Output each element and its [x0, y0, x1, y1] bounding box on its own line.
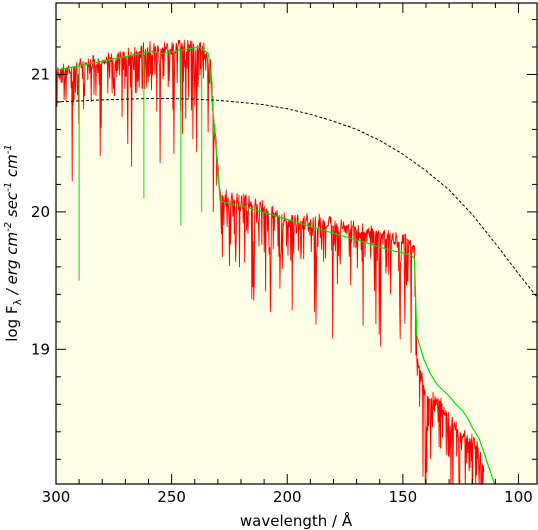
y-title-sub: λ — [11, 299, 24, 306]
y-title-sup3: -1 — [3, 144, 14, 154]
y-title-mid3: cm — [3, 154, 21, 182]
y-title-mid2: sec — [3, 191, 21, 222]
x-axis-title: wavelength / Å — [240, 511, 353, 530]
series-line-blackbody-dashed — [56, 98, 537, 298]
series-layer — [56, 39, 537, 484]
x-tick-label: 200 — [273, 488, 302, 506]
series-line-green-spectrum — [56, 46, 496, 484]
series-line-red-spectrum — [56, 39, 485, 484]
y-title-prefix: log F — [3, 306, 21, 342]
x-tick-label: 250 — [157, 488, 186, 506]
x-tick-label: 100 — [504, 488, 533, 506]
y-title-sup2: -1 — [3, 182, 14, 192]
plot-frame — [55, 2, 538, 485]
y-tick-label: 19 — [31, 340, 50, 358]
y-tick-label: 20 — [31, 203, 50, 221]
y-title-mid: / erg cm — [3, 232, 21, 299]
x-tick-label: 150 — [389, 488, 418, 506]
y-tick-label: 21 — [31, 65, 50, 83]
tick-layer: 300 250 200 150 100 19 20 21 — [31, 3, 537, 506]
y-axis-title: log Fλ / erg cm-2 sec-1 cm-1 — [3, 144, 24, 342]
y-title-sup1: -2 — [3, 222, 14, 232]
plot-background — [56, 3, 537, 484]
x-tick-label: 300 — [42, 488, 71, 506]
